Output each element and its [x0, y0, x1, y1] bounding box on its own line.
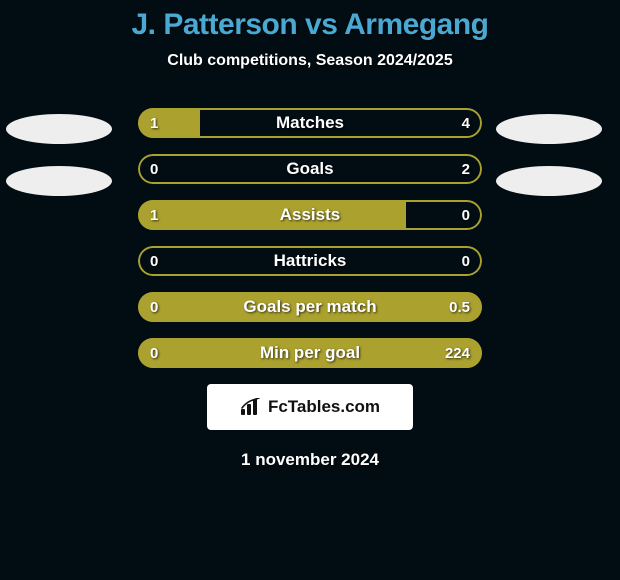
- source-badge-text: FcTables.com: [268, 397, 380, 417]
- stat-rows: 14Matches 02Goals 10Assists 00Hattricks 00.5…: [0, 100, 620, 368]
- stat-row: 00Hattricks: [138, 246, 482, 276]
- chart-area: 14Matches 02Goals 10Assists 00Hattricks 00.5…: [0, 100, 620, 368]
- stat-row: 00.5Goals per match: [138, 292, 482, 322]
- stat-label: Hattricks: [138, 246, 482, 276]
- stat-label: Goals per match: [138, 292, 482, 322]
- stat-row: 14Matches: [138, 108, 482, 138]
- stat-row: 0224Min per goal: [138, 338, 482, 368]
- figure-date: 1 november 2024: [0, 450, 620, 470]
- stat-row: 02Goals: [138, 154, 482, 184]
- page-subtitle: Club competitions, Season 2024/2025: [0, 52, 620, 70]
- stat-label: Matches: [138, 108, 482, 138]
- stat-label: Assists: [138, 200, 482, 230]
- bars-logo-icon: [240, 398, 262, 416]
- comparison-figure: J. Patterson vs Armegang Club competitio…: [0, 0, 620, 580]
- stat-row: 10Assists: [138, 200, 482, 230]
- stat-label: Goals: [138, 154, 482, 184]
- stat-label: Min per goal: [138, 338, 482, 368]
- source-badge: FcTables.com: [207, 384, 413, 430]
- page-title: J. Patterson vs Armegang: [0, 0, 620, 42]
